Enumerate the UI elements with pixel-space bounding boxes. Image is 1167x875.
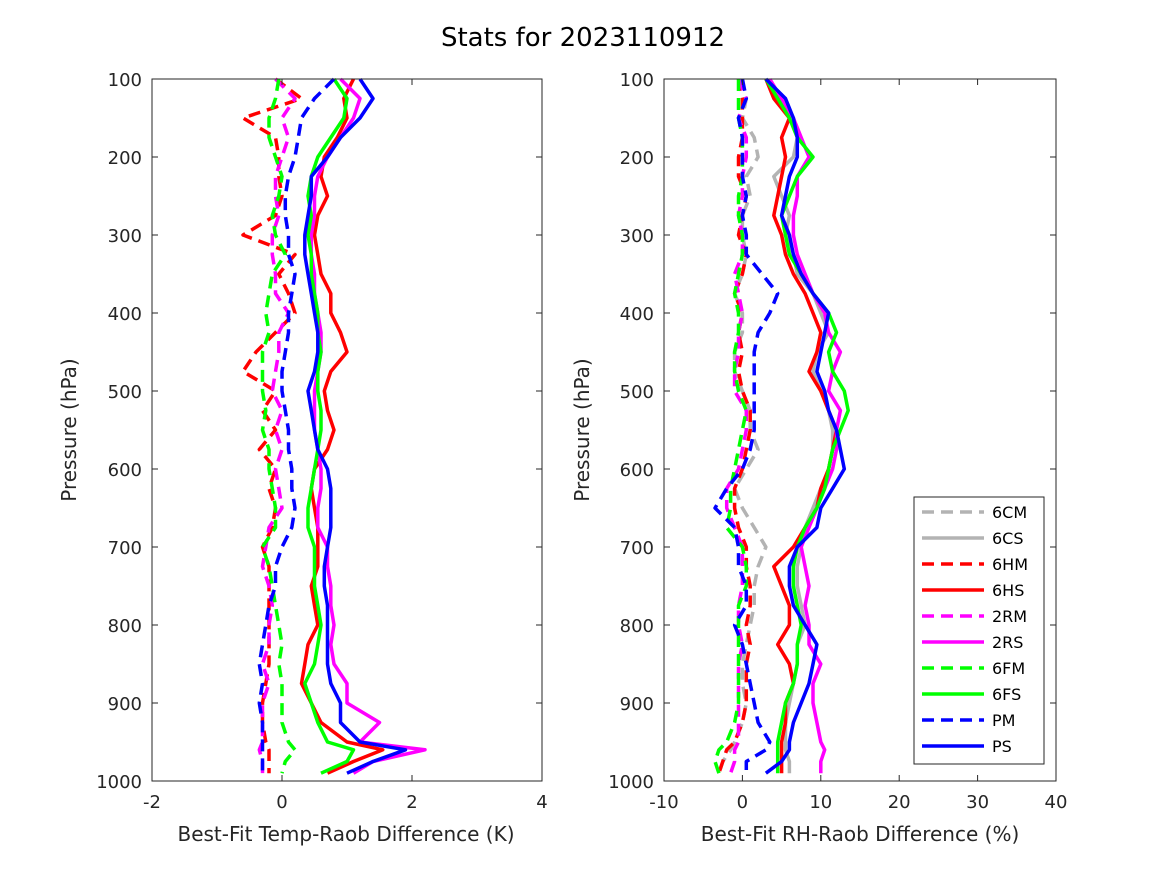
rh-series-ps (764, 77, 847, 775)
rh-series-2rm (724, 78, 749, 774)
rh-series-6fs (764, 78, 850, 774)
legend: 6CM 6CS 6HM 6HS 2RM 2RS 6FM 6FS PM PS (913, 496, 1045, 765)
temp-xlabel: Best-Fit Temp-Raob Difference (K) (177, 822, 514, 846)
temp-axes: -2 0 2 4 100 200 300 400 500 600 700 800 900 1000 Bes… (57, 70, 548, 846)
legend-label-pm: PM (992, 711, 1015, 730)
temp-xtick-label: 0 (276, 792, 287, 813)
rh-ticks: -10 0 10 20 30 40 100 200 300 400 500 600 700 800 900 1… (608, 70, 1067, 813)
rh-xtick-label: -10 (649, 792, 678, 813)
rh-ytick-label: 700 (620, 538, 654, 559)
temp-ytick-label: 700 (108, 538, 142, 559)
rh-ytick-label: 300 (620, 226, 654, 247)
temp-ytick-label: 500 (108, 382, 142, 403)
rh-xtick-label: 40 (1045, 792, 1068, 813)
temp-xtick-label: 2 (406, 792, 417, 813)
temp-ytick-label: 300 (108, 226, 142, 247)
rh-xtick-label: 30 (966, 792, 989, 813)
legend-label-6hm: 6HM (992, 555, 1028, 574)
temp-series-6fm (260, 78, 297, 774)
rh-ytick-label: 100 (620, 70, 654, 91)
legend-label-6fm: 6FM (992, 659, 1025, 678)
figure-title: Stats for 2023110912 (441, 23, 725, 53)
temp-ytick-label: 1000 (96, 772, 142, 793)
rh-xtick-label: 10 (809, 792, 832, 813)
temp-xtick-label: -2 (143, 792, 161, 813)
rh-series-lines (713, 77, 850, 775)
temp-series-ps (303, 78, 408, 775)
temp-ticks: -2 0 2 4 100 200 300 400 500 600 700 800 900 1000 (96, 70, 548, 813)
temp-ytick-label: 600 (108, 460, 142, 481)
rh-ytick-label: 1000 (608, 772, 654, 793)
rh-xtick-label: 0 (737, 792, 748, 813)
temp-axes-box (151, 78, 543, 782)
rh-ylabel: Pressure (hPa) (570, 358, 594, 501)
rh-ytick-label: 400 (620, 304, 654, 325)
rh-series-6fm (713, 79, 749, 774)
rh-ytick-label: 500 (620, 382, 654, 403)
legend-label-ps: PS (992, 737, 1012, 756)
legend-label-2rs: 2RS (992, 633, 1023, 652)
rh-xlabel: Best-Fit RH-Raob Difference (%) (701, 822, 1020, 846)
rh-series-6cm (717, 78, 768, 774)
rh-series-pm (713, 78, 780, 774)
legend-label-6fs: 6FS (992, 685, 1021, 704)
rh-ytick-label: 900 (620, 694, 654, 715)
legend-label-6cm: 6CM (992, 503, 1027, 522)
temp-plot-area (152, 79, 542, 781)
temp-series-6fs (303, 78, 356, 775)
temp-ytick-label: 900 (108, 694, 142, 715)
rh-axes-box (663, 78, 1057, 782)
temp-series-6hs (299, 78, 385, 775)
legend-label-6hs: 6HS (992, 581, 1024, 600)
temp-xtick-label: 4 (536, 792, 547, 813)
temp-ytick-label: 800 (108, 616, 142, 637)
temp-ytick-label: 100 (108, 70, 142, 91)
rh-ytick-label: 600 (620, 460, 654, 481)
temp-series-pm (257, 77, 336, 774)
temp-series-lines (241, 77, 427, 775)
legend-label-6cs: 6CS (992, 529, 1024, 548)
legend-label-2rm: 2RM (992, 607, 1027, 626)
temp-ytick-label: 400 (108, 304, 142, 325)
rh-xtick-label: 20 (888, 792, 911, 813)
temp-ylabel: Pressure (hPa) (57, 358, 81, 501)
rh-ytick-label: 800 (620, 616, 654, 637)
rh-ytick-label: 200 (620, 148, 654, 169)
temp-ytick-label: 200 (108, 148, 142, 169)
